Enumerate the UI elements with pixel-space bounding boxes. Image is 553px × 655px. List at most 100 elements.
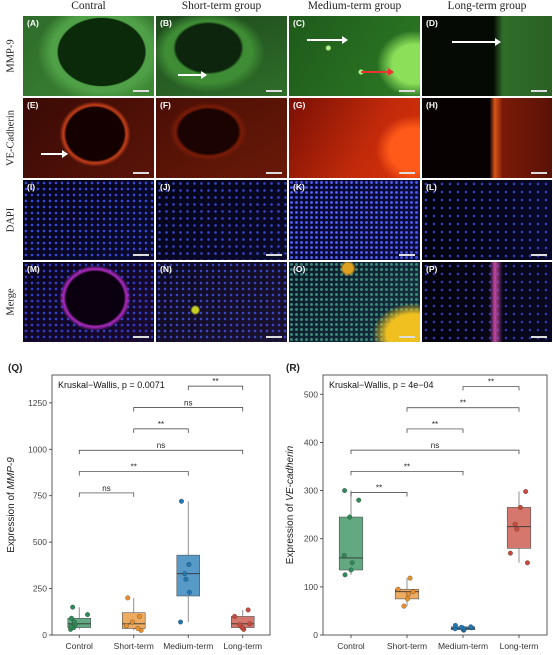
white-arrow-icon bbox=[41, 150, 68, 158]
scale-bar bbox=[133, 90, 149, 92]
scale-bar bbox=[133, 336, 149, 338]
significance-label: ** bbox=[376, 483, 382, 492]
data-point bbox=[347, 514, 353, 520]
significance-bracket bbox=[78, 492, 135, 497]
data-point bbox=[341, 553, 347, 559]
data-point bbox=[523, 489, 529, 494]
panel-label-i: (I) bbox=[27, 182, 36, 192]
data-point bbox=[517, 504, 523, 510]
micrograph-panel-c: (C) bbox=[288, 15, 421, 97]
significance-bracket bbox=[350, 492, 408, 497]
red-arrow-icon bbox=[361, 68, 394, 76]
data-point bbox=[468, 624, 474, 630]
x-tick-label: Long-term bbox=[223, 641, 262, 651]
data-point bbox=[514, 526, 520, 532]
x-tick-label: Long-term bbox=[500, 641, 539, 651]
micrograph-panel-j: (J) bbox=[155, 179, 288, 261]
kruskal-wallis-label: Kruskal−Wallis, p = 0.0071 bbox=[58, 380, 165, 390]
data-point bbox=[71, 619, 77, 625]
micrograph-panel-b: (B) bbox=[155, 15, 288, 97]
data-point bbox=[129, 619, 135, 625]
y-tick-label: 100 bbox=[304, 582, 318, 592]
panel-label-n: (N) bbox=[160, 264, 172, 274]
micrograph-panel-k: (K) bbox=[288, 179, 421, 261]
significance-bracket bbox=[350, 449, 520, 455]
panel-label-o: (O) bbox=[293, 264, 306, 274]
significance-label: ** bbox=[158, 420, 164, 429]
data-point bbox=[135, 626, 141, 631]
panel-label-k: (K) bbox=[293, 182, 305, 192]
x-tick-label: Control bbox=[66, 641, 94, 651]
micrograph-panel-p: (P) bbox=[421, 261, 553, 343]
y-tick-label: 1250 bbox=[28, 398, 47, 408]
data-point bbox=[507, 550, 513, 556]
x-tick-label: Medium-term bbox=[163, 641, 213, 651]
micrograph-panel-h: (H) bbox=[421, 97, 553, 179]
y-tick-label: 750 bbox=[33, 491, 47, 501]
significance-label: ** bbox=[488, 378, 494, 387]
micrograph-panel-n: (N) bbox=[155, 261, 288, 343]
data-point bbox=[69, 615, 74, 621]
data-point bbox=[459, 624, 464, 630]
significance-bracket bbox=[78, 471, 189, 476]
panel-label-p: (P) bbox=[426, 264, 438, 274]
y-tick-label: 0 bbox=[313, 630, 318, 640]
data-point bbox=[404, 596, 410, 602]
y-tick-label: 300 bbox=[304, 486, 318, 496]
data-point bbox=[183, 576, 189, 582]
y-tick-label: 200 bbox=[304, 534, 318, 544]
data-point bbox=[395, 586, 401, 592]
ve-cadherin-boxplot-chart: 0 100 200 300 400 500 Expression of VE-cadheri… bbox=[285, 374, 548, 651]
y-tick-label: 250 bbox=[33, 584, 47, 594]
scale-bar bbox=[399, 172, 415, 174]
scale-bar bbox=[133, 254, 149, 256]
y-axis-label: Expression of MMP-9 bbox=[6, 457, 17, 553]
scale-bar bbox=[399, 336, 415, 338]
micrograph-panel-f: (F) bbox=[155, 97, 288, 179]
panel-label-e: (E) bbox=[27, 100, 39, 110]
y-tick-label: 500 bbox=[304, 389, 318, 399]
column-header-medium-term: Medium-term group bbox=[307, 0, 402, 12]
significance-label: ** bbox=[212, 377, 218, 386]
data-point bbox=[68, 624, 74, 630]
significance-label: ** bbox=[432, 420, 438, 429]
significance-bracket bbox=[187, 385, 244, 391]
chart-panel-label-r: (R) bbox=[286, 363, 300, 374]
data-point bbox=[342, 572, 348, 578]
white-arrow-icon bbox=[178, 71, 207, 79]
data-point bbox=[186, 589, 192, 595]
chart-panel-label-q: (Q) bbox=[8, 363, 23, 374]
box-medium-term bbox=[176, 554, 200, 597]
significance-label: ** bbox=[131, 463, 137, 472]
y-tick-label: 500 bbox=[33, 537, 47, 547]
panel-label-g: (G) bbox=[293, 100, 306, 110]
significance-label: ns bbox=[431, 441, 439, 450]
data-point bbox=[407, 575, 413, 581]
scale-bar bbox=[266, 254, 282, 256]
panel-label-m: (M) bbox=[27, 264, 40, 274]
significance-label: ** bbox=[404, 462, 410, 471]
scale-bar bbox=[531, 172, 547, 174]
data-point bbox=[179, 498, 184, 504]
significance-bracket bbox=[350, 470, 464, 476]
panel-label-c: (C) bbox=[293, 18, 305, 28]
scale-bar bbox=[531, 336, 547, 338]
data-point bbox=[524, 560, 530, 566]
x-tick-label: Control bbox=[337, 641, 365, 651]
column-header-long-term: Long-term group bbox=[447, 0, 527, 12]
data-point bbox=[512, 521, 518, 527]
significance-bracket bbox=[133, 407, 244, 412]
panel-label-h: (H) bbox=[426, 100, 438, 110]
x-tick-label: Short-term bbox=[114, 641, 154, 651]
data-point bbox=[247, 621, 253, 627]
box-control bbox=[67, 617, 91, 628]
significance-bracket bbox=[406, 407, 520, 412]
significance-bracket bbox=[462, 386, 520, 391]
micrograph-panel-m: (M) bbox=[22, 261, 155, 343]
data-point bbox=[123, 623, 129, 629]
x-tick-label: Medium-term bbox=[438, 641, 488, 651]
panel-label-b: (B) bbox=[160, 18, 172, 28]
data-point bbox=[232, 613, 238, 619]
data-point bbox=[178, 619, 183, 625]
panel-label-l: (L) bbox=[426, 182, 437, 192]
